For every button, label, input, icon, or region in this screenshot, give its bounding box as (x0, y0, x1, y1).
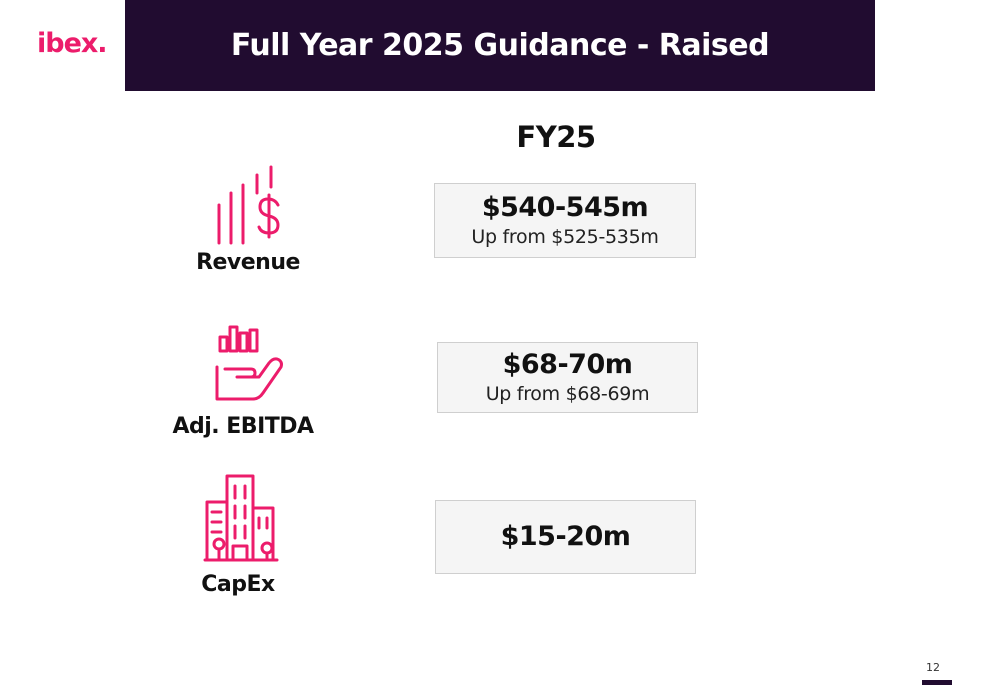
metric-box-adj-ebitda: $68-70m Up from $68-69m (437, 342, 698, 413)
column-header: FY25 (516, 120, 596, 154)
page-title: Full Year 2025 Guidance - Raised (230, 28, 770, 63)
metric-note-revenue: Up from $525-535m (471, 225, 659, 248)
page-number: 12 (926, 661, 940, 674)
revenue-chart-dollar-icon (213, 165, 283, 249)
metric-value-revenue: $540-545m (481, 191, 649, 223)
metric-value-capex: $15-20m (500, 521, 631, 552)
buildings-icon (203, 472, 279, 568)
metric-label-capex: CapEx (201, 572, 275, 597)
hand-chart-icon (213, 321, 285, 407)
metric-label-revenue: Revenue (196, 250, 300, 275)
metric-note-adj-ebitda: Up from $68-69m (485, 382, 650, 405)
page-accent-bar (922, 680, 952, 685)
brand-logo: ibex. (37, 28, 108, 59)
metric-value-adj-ebitda: $68-70m (502, 348, 633, 380)
title-bar: Full Year 2025 Guidance - Raised (125, 0, 875, 91)
metric-label-adj-ebitda: Adj. EBITDA (172, 414, 314, 439)
metric-box-revenue: $540-545m Up from $525-535m (434, 183, 696, 258)
metric-box-capex: $15-20m (435, 500, 696, 574)
